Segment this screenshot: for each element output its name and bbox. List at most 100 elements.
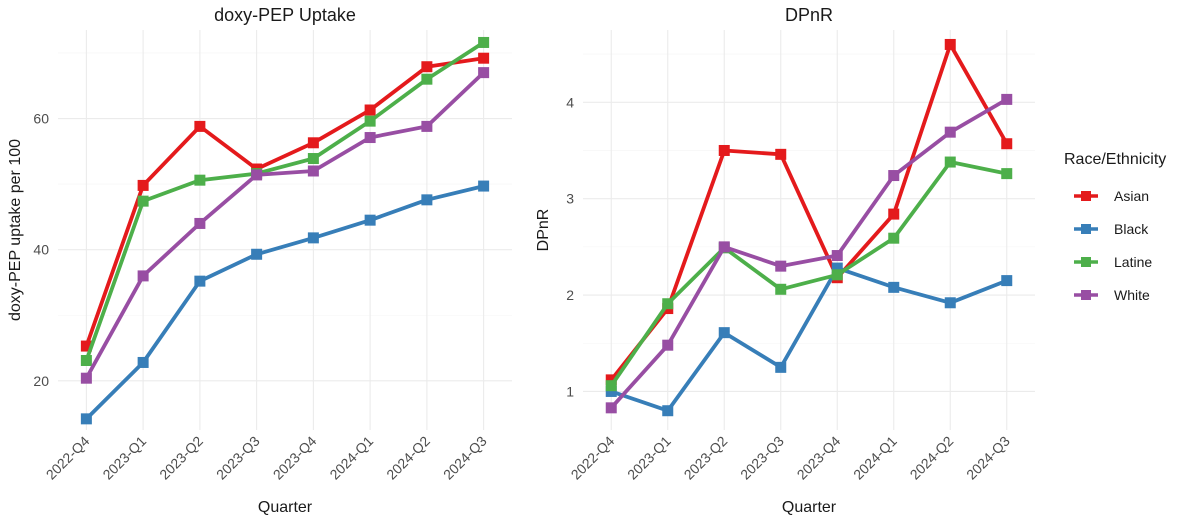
legend-label: Asian	[1114, 188, 1149, 204]
data-point-white	[662, 339, 674, 351]
series-line-white	[609, 97, 1008, 410]
data-point-black	[307, 232, 319, 244]
y-tick-label: 60	[33, 111, 49, 127]
data-point-black	[194, 275, 206, 287]
data-point-latine	[775, 283, 787, 295]
data-point-white	[1001, 93, 1013, 105]
y-tick-label: 40	[33, 242, 49, 258]
legend-label: White	[1114, 287, 1150, 303]
data-point-asian	[421, 61, 433, 73]
data-point-asian	[478, 52, 490, 64]
data-point-asian	[1001, 138, 1013, 150]
x-tick-label: 2022-Q4	[43, 433, 93, 483]
data-point-white	[478, 67, 490, 79]
legend-key-marker	[1081, 290, 1091, 300]
data-point-white	[775, 260, 787, 272]
x-tick-label: 2023-Q2	[156, 433, 206, 483]
legend-item-asian: Asian	[1074, 188, 1149, 204]
legend-item-black: Black	[1074, 221, 1149, 237]
chart-title: doxy-PEP Uptake	[214, 5, 356, 25]
data-point-black	[364, 214, 376, 226]
data-point-white	[605, 402, 617, 414]
data-point-latine	[364, 115, 376, 127]
data-point-asian	[137, 179, 149, 191]
data-point-black	[80, 413, 92, 425]
data-point-latine	[194, 174, 206, 186]
x-tick-label: 2024-Q1	[326, 433, 376, 483]
data-point-white	[194, 217, 206, 229]
chart-title: DPnR	[785, 5, 833, 25]
data-point-black	[718, 327, 730, 339]
uptake-panel: 20 40 60 2022-Q4 2023-Q1 2023-Q2 2023-Q3 2023-Q…	[7, 5, 512, 516]
data-point-asian	[718, 144, 730, 156]
data-point-asian	[307, 137, 319, 149]
legend-label: Latine	[1114, 254, 1152, 270]
data-point-white	[307, 165, 319, 177]
data-point-black	[662, 405, 674, 417]
data-point-white	[944, 126, 956, 138]
x-axis-title: Quarter	[782, 499, 837, 516]
series-line-asian	[609, 42, 1009, 382]
data-point-latine	[662, 298, 674, 310]
data-point-latine	[944, 156, 956, 168]
data-point-black	[775, 361, 787, 373]
data-point-black	[421, 194, 433, 206]
x-tick-label: 2024-Q1	[850, 433, 900, 483]
legend-title: Race/Ethnicity	[1064, 151, 1166, 168]
series-line-latine	[84, 40, 485, 362]
legend-item-white: White	[1074, 287, 1150, 303]
x-tick-label: 2023-Q3	[213, 433, 263, 483]
y-tick-label: 3	[566, 191, 574, 207]
legend: Race/Ethnicity Asian Black Latine White	[1064, 151, 1166, 303]
data-point-black	[251, 248, 263, 260]
data-point-white	[888, 170, 900, 182]
data-point-latine	[1001, 168, 1013, 180]
y-tick-label: 2	[566, 287, 574, 303]
x-tick-label: 2023-Q4	[270, 433, 320, 483]
series-line-black	[610, 266, 1008, 413]
data-point-asian	[888, 208, 900, 220]
legend-label: Black	[1114, 221, 1149, 237]
data-point-white	[251, 169, 263, 181]
data-point-black	[944, 297, 956, 309]
x-tick-label: 2023-Q2	[681, 433, 731, 483]
series-line-asian	[84, 56, 484, 347]
data-point-asian	[775, 148, 787, 160]
x-tick-label: 2024-Q3	[440, 433, 490, 483]
data-point-black	[605, 385, 617, 397]
y-tick-label: 1	[566, 383, 574, 399]
series-line-white	[84, 71, 485, 380]
y-tick-label: 4	[566, 94, 574, 110]
series-line-black	[85, 184, 485, 421]
x-tick-label: 2023-Q4	[794, 433, 844, 483]
legend-key-marker	[1081, 191, 1091, 201]
series-line-latine	[609, 160, 1008, 387]
data-point-white	[364, 132, 376, 144]
data-point-white	[718, 241, 730, 253]
y-axis-title: DPnR	[535, 209, 552, 252]
data-point-latine	[888, 232, 900, 244]
data-point-asian	[364, 104, 376, 116]
data-point-asian	[605, 374, 617, 386]
data-point-latine	[421, 73, 433, 85]
data-point-black	[137, 356, 149, 368]
data-point-latine	[478, 36, 490, 48]
data-point-latine	[307, 153, 319, 165]
data-point-asian	[194, 120, 206, 132]
data-point-latine	[80, 354, 92, 366]
x-tick-label: 2024-Q2	[383, 433, 433, 483]
data-point-latine	[831, 269, 843, 281]
y-axis-title: doxy-PEP uptake per 100	[7, 139, 24, 321]
legend-item-latine: Latine	[1074, 254, 1152, 270]
x-axis-title: Quarter	[258, 499, 313, 516]
x-tick-label: 2024-Q3	[963, 433, 1013, 483]
data-point-latine	[137, 195, 149, 207]
data-point-black	[831, 262, 843, 274]
data-point-black	[1001, 275, 1013, 287]
x-tick-label: 2023-Q1	[99, 433, 149, 483]
data-point-asian	[80, 340, 92, 352]
legend-key-marker	[1081, 257, 1091, 267]
